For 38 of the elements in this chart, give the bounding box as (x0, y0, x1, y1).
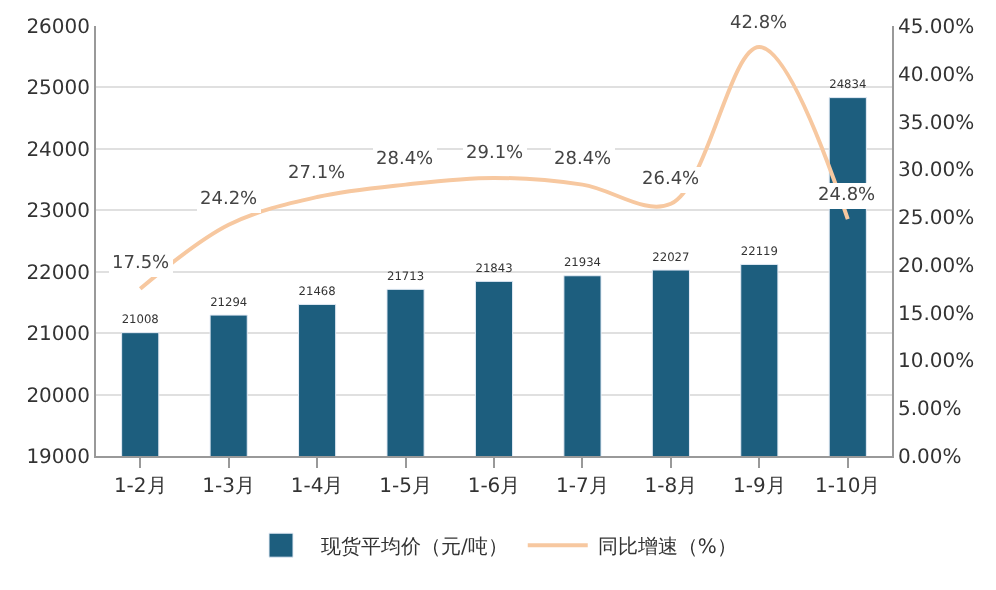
y-tick-label: 24000 (26, 139, 90, 162)
y-tick-label: 22000 (26, 262, 90, 285)
data-label: 28.4% (376, 150, 435, 170)
y2-tick-label: 10.00% (898, 351, 975, 374)
y2-tick-label: 40.00% (898, 64, 975, 87)
data-label: 26.4% (642, 170, 701, 190)
x-tick-label: 1-7月 (556, 476, 609, 498)
x-tick-label: 1-5月 (379, 476, 432, 498)
x-tick-label: 1-10月 (815, 476, 881, 498)
x-tick-label: 1-3月 (202, 476, 255, 498)
y-tick-label: 20000 (26, 385, 90, 408)
y2-tick-label: 35.00% (898, 112, 975, 135)
y-tick-label: 21000 (26, 324, 90, 347)
x-tick-label: 1-6月 (467, 476, 521, 498)
x-tick-label: 1-4月 (290, 476, 344, 498)
y2-tick-label: 45.00% (898, 17, 975, 39)
data-label: 29.1% (466, 144, 525, 164)
y-tick-label: 26000 (26, 17, 90, 39)
y2-tick-label: 25.00% (898, 208, 975, 231)
data-label: 27.1% (288, 164, 347, 184)
y-tick-label: 23000 (26, 201, 90, 224)
legend-label: 同比增速（%） (597, 535, 737, 559)
x-tick-label: 1-9月 (733, 476, 786, 498)
y2-tick-label: 20.00% (898, 255, 975, 278)
y2-tick-label: 5.00% (898, 399, 962, 422)
data-label: 28.4% (554, 150, 613, 170)
y2-tick-label: 15.00% (898, 303, 975, 326)
data-label: 42.8% (730, 14, 789, 34)
y2-tick-label: 0.00% (898, 447, 962, 469)
data-label: 24.2% (200, 190, 259, 210)
x-tick-label: 1-2月 (113, 476, 167, 498)
legend-label: 现货平均价（元/吨） (321, 535, 508, 559)
y2-tick-label: 30.00% (898, 160, 975, 183)
data-label: 17.5% (112, 254, 171, 274)
x-tick-label: 1-8月 (644, 476, 698, 498)
data-label: 24.8% (818, 186, 877, 206)
y-tick-label: 19000 (26, 447, 90, 469)
y-tick-label: 25000 (26, 78, 90, 101)
